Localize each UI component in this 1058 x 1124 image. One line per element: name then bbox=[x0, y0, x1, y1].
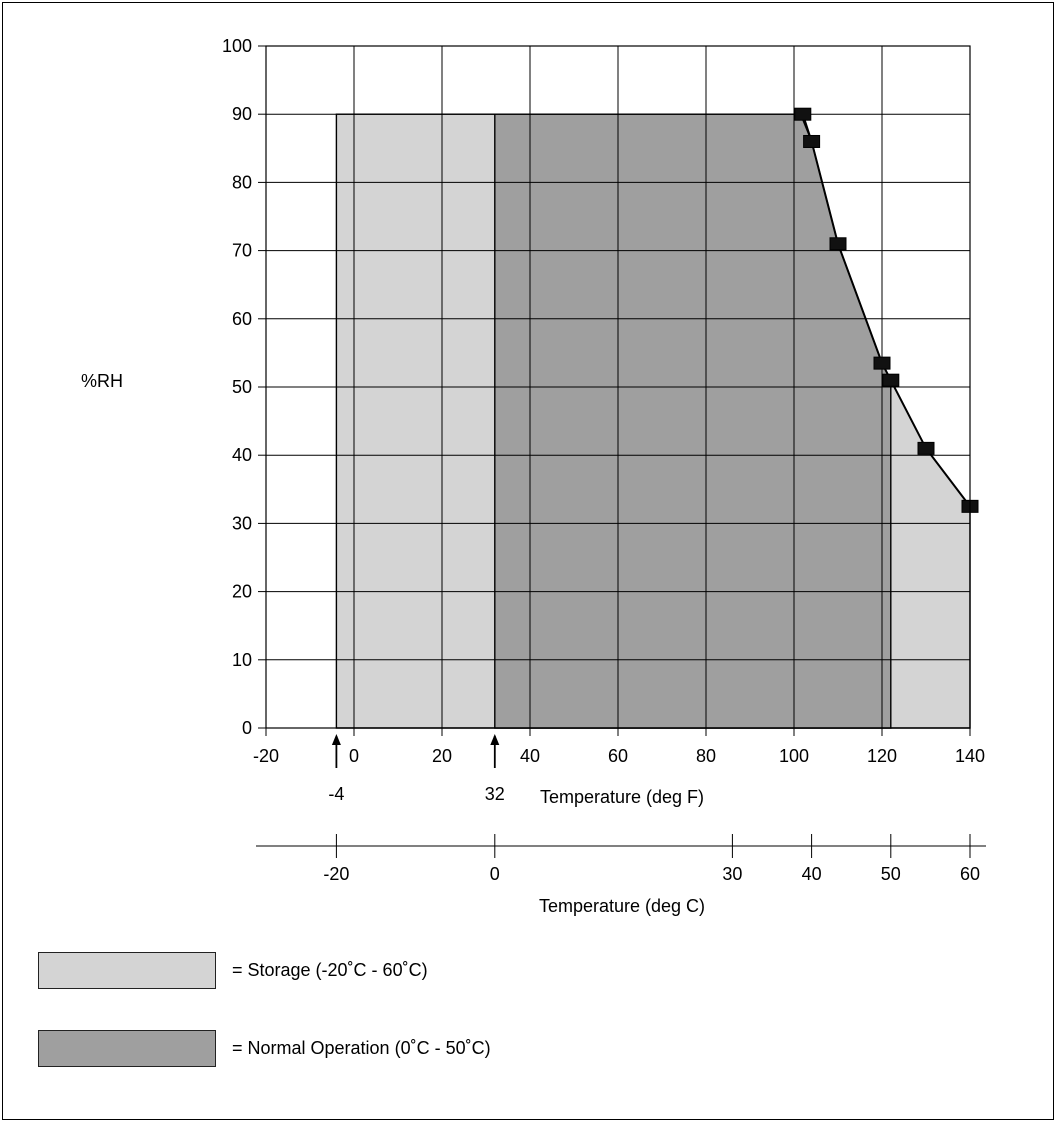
y-tick-label-60: 60 bbox=[232, 309, 252, 329]
y-tick-label-20: 20 bbox=[232, 582, 252, 602]
y-tick-label-30: 30 bbox=[232, 513, 252, 533]
x-tick-label-0: 0 bbox=[349, 746, 359, 766]
legend-label-normal-operation: = Normal Operation (0˚C - 50˚C) bbox=[232, 1038, 491, 1058]
x-tick-label--20: -20 bbox=[253, 746, 279, 766]
data-point-1 bbox=[803, 134, 821, 148]
legend-label-storage: = Storage (-20˚C - 60˚C) bbox=[232, 960, 428, 980]
x-tick-label-100: 100 bbox=[779, 746, 809, 766]
x-tick-label-120: 120 bbox=[867, 746, 897, 766]
y-tick-label-100: 100 bbox=[222, 36, 252, 56]
celsius-tick-label-0: 0 bbox=[490, 864, 500, 884]
x-tick-label-40: 40 bbox=[520, 746, 540, 766]
x-tick-label-20: 20 bbox=[432, 746, 452, 766]
marker-label-32: 32 bbox=[485, 784, 505, 804]
x-axis-title: Temperature (deg F) bbox=[540, 787, 704, 807]
y-tick-label-80: 80 bbox=[232, 172, 252, 192]
x-tick-label-140: 140 bbox=[955, 746, 985, 766]
celsius-axis-title: Temperature (deg C) bbox=[539, 896, 705, 916]
axis-layer bbox=[256, 45, 986, 858]
celsius-tick-label-50: 50 bbox=[881, 864, 901, 884]
marker-arrow-head--4 bbox=[331, 734, 341, 745]
celsius-tick-label--20: -20 bbox=[323, 864, 349, 884]
legend-item-normal-operation: = Normal Operation (0˚C - 50˚C) bbox=[38, 1030, 491, 1067]
y-tick-label-10: 10 bbox=[232, 650, 252, 670]
data-point-3 bbox=[873, 356, 891, 370]
x-tick-label-60: 60 bbox=[608, 746, 628, 766]
region-normal-operation bbox=[494, 113, 892, 729]
curve-layer bbox=[794, 107, 979, 513]
y-tick-label-70: 70 bbox=[232, 241, 252, 261]
regions-layer bbox=[335, 113, 971, 729]
legend-swatch-normal-operation bbox=[38, 1030, 216, 1067]
data-point-4 bbox=[882, 373, 900, 387]
celsius-tick-label-60: 60 bbox=[960, 864, 980, 884]
marker-label--4: -4 bbox=[328, 784, 344, 804]
y-axis-title: %RH bbox=[81, 371, 123, 391]
celsius-tick-label-30: 30 bbox=[722, 864, 742, 884]
data-point-2 bbox=[829, 237, 847, 251]
y-tick-label-0: 0 bbox=[242, 718, 252, 738]
celsius-tick-label-40: 40 bbox=[802, 864, 822, 884]
data-point-5 bbox=[917, 441, 935, 455]
legend-item-storage: = Storage (-20˚C - 60˚C) bbox=[38, 952, 428, 989]
x-tick-label-80: 80 bbox=[696, 746, 716, 766]
legend-swatch-storage bbox=[38, 952, 216, 989]
data-point-0 bbox=[794, 107, 812, 121]
y-tick-label-90: 90 bbox=[232, 104, 252, 124]
y-tick-label-50: 50 bbox=[232, 377, 252, 397]
marker-arrow-head-32 bbox=[490, 734, 500, 745]
y-tick-label-40: 40 bbox=[232, 445, 252, 465]
